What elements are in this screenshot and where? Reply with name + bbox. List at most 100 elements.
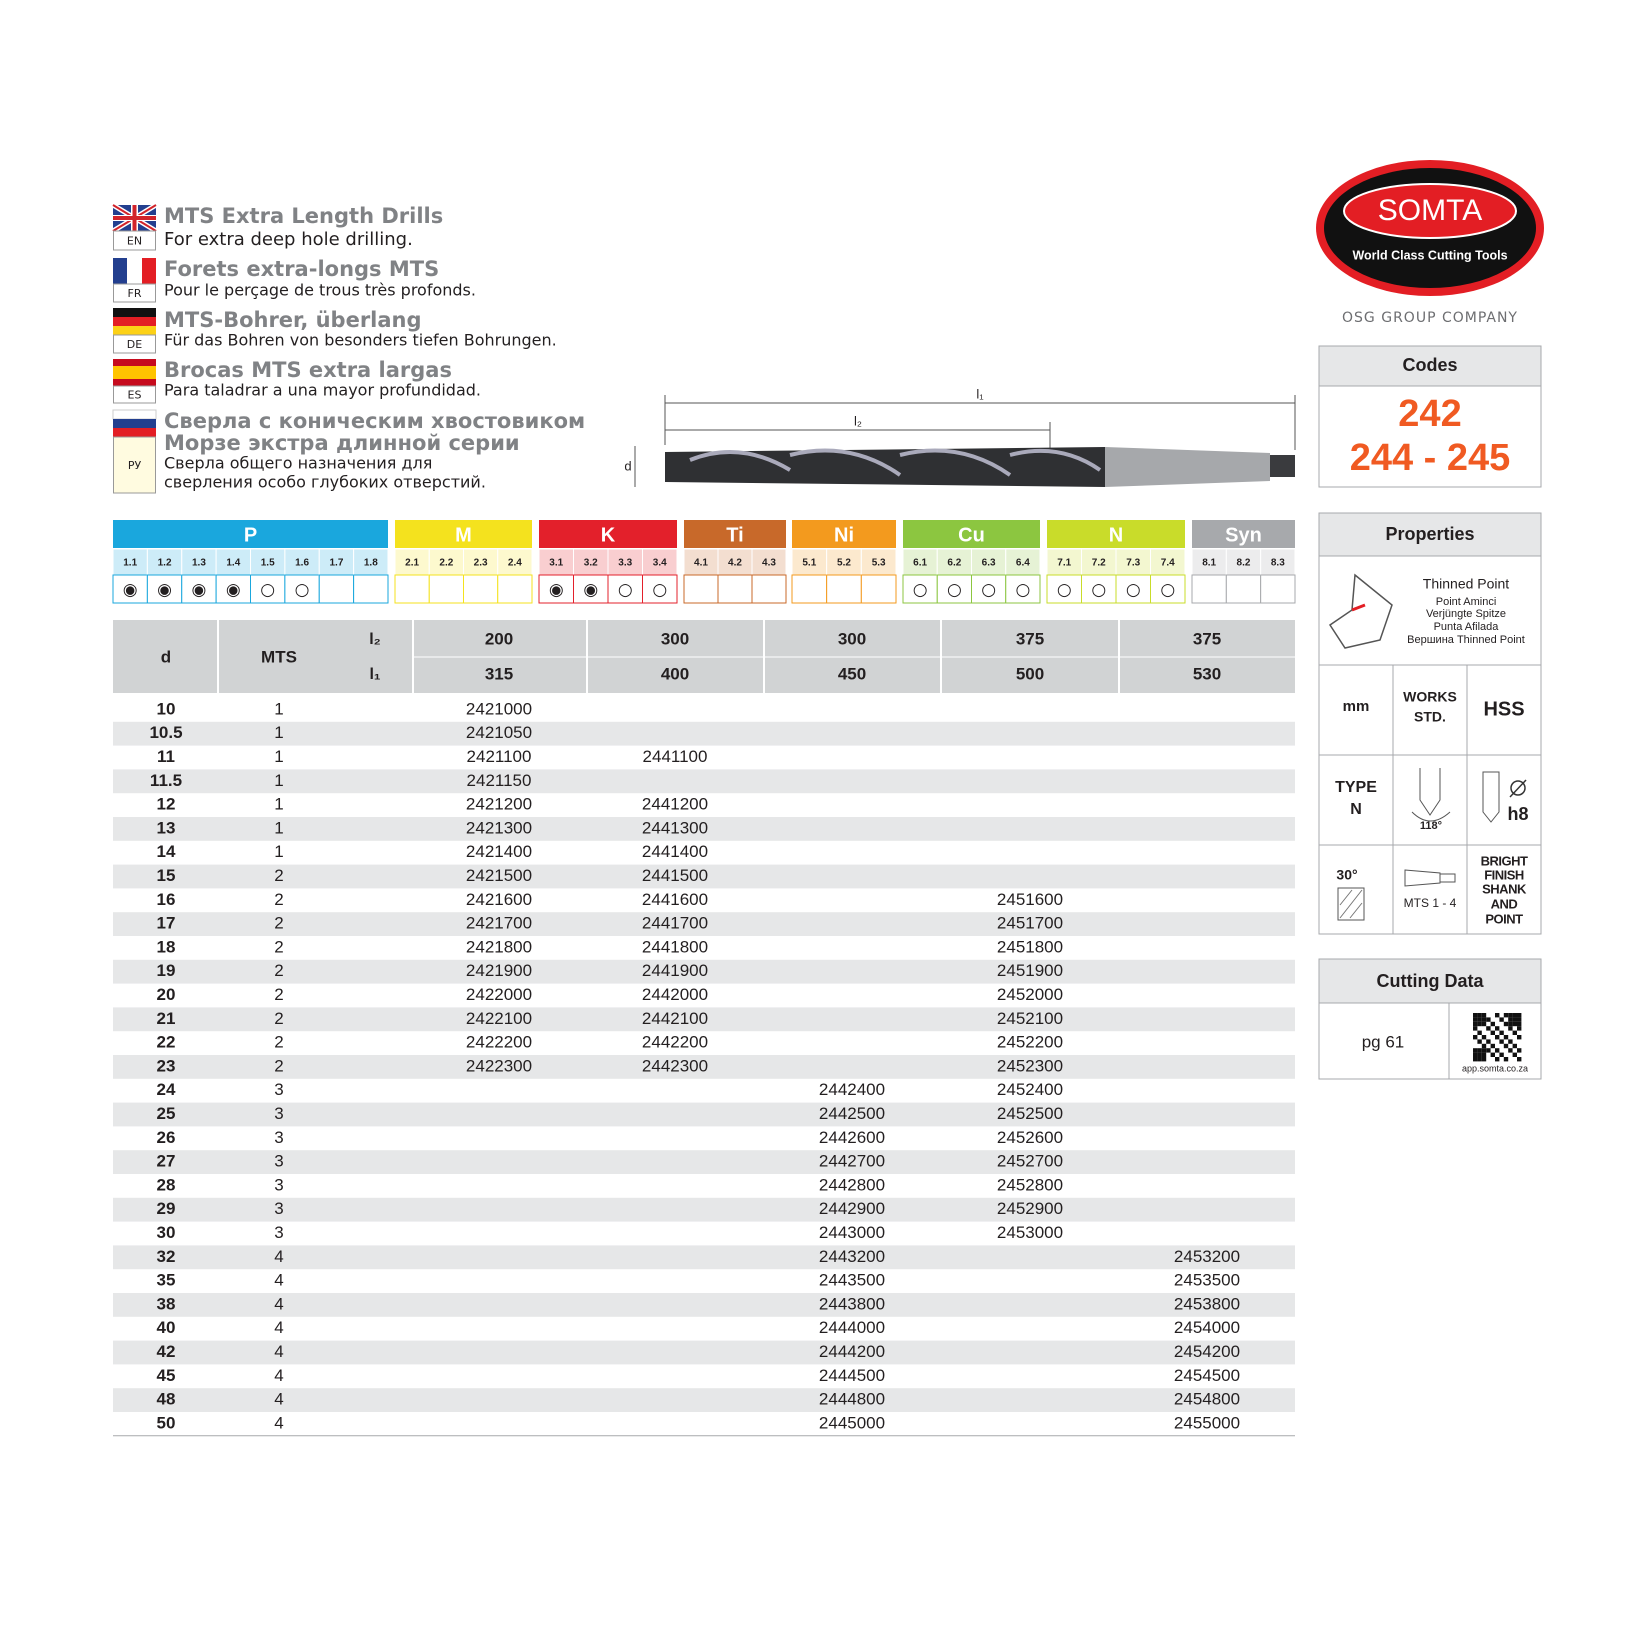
qr-cell bbox=[1490, 1021, 1495, 1027]
logo-group: OSG GROUP COMPANY bbox=[1342, 310, 1518, 326]
column-l1: 315 bbox=[485, 664, 513, 683]
material-group: N 7.1 ○ 7.2 ○ 7.3 ○ 7.4 ○ bbox=[1046, 520, 1186, 604]
property: TYPE bbox=[1335, 779, 1377, 796]
product-code: 2442800 bbox=[819, 1175, 885, 1194]
diameter: 11.5 bbox=[150, 771, 182, 790]
product-code: 2454500 bbox=[1174, 1366, 1240, 1385]
material-sub-label: 3.4 bbox=[653, 558, 667, 569]
material-header bbox=[1192, 520, 1295, 548]
language-code: DE bbox=[127, 338, 142, 351]
helix-icon bbox=[1339, 889, 1363, 919]
material-mark: ◉ bbox=[549, 580, 564, 600]
header-l2: l₂ bbox=[369, 631, 381, 648]
material-sub-label: 7.2 bbox=[1092, 558, 1106, 569]
qr-cell bbox=[1517, 1021, 1522, 1027]
qr-cell bbox=[1473, 1013, 1478, 1018]
flute bbox=[689, 448, 1102, 477]
material-header bbox=[539, 520, 677, 548]
material-mark-cell bbox=[642, 574, 678, 604]
mts-size: 3 bbox=[274, 1223, 283, 1242]
qr-cell bbox=[1481, 1048, 1487, 1053]
diameter: 30 bbox=[157, 1223, 176, 1242]
diameter: 10.5 bbox=[149, 723, 182, 742]
material-mark-cell bbox=[573, 574, 609, 604]
mts-size: 1 bbox=[274, 771, 283, 790]
material-group: Ni 5.1 5.2 5.3 bbox=[791, 520, 897, 604]
row-band bbox=[113, 1102, 1295, 1127]
flag bbox=[113, 308, 156, 317]
box-title: Cutting Data bbox=[1377, 971, 1485, 991]
material-name: Ni bbox=[834, 524, 854, 546]
dimension-label: l₁ bbox=[976, 386, 984, 401]
product-code: 2454000 bbox=[1174, 1318, 1240, 1337]
row-band bbox=[113, 1245, 1295, 1270]
mts-size: 2 bbox=[274, 1033, 283, 1052]
material-sub-label: 6.4 bbox=[1016, 558, 1030, 569]
qr-cell bbox=[1499, 1030, 1504, 1035]
product-table: d MTSl₂l₁20031530040030045037550037553010… bbox=[113, 620, 1295, 1437]
material-mark-cell bbox=[394, 574, 430, 604]
shank-icon bbox=[1404, 869, 1456, 887]
qr-cell bbox=[1473, 1057, 1478, 1062]
flag bbox=[113, 379, 156, 386]
material-mark: ○ bbox=[981, 580, 996, 600]
material-mark: ◉ bbox=[226, 580, 241, 600]
mts-size: 1 bbox=[274, 795, 283, 814]
property: 118° bbox=[1420, 820, 1442, 832]
row-band bbox=[113, 1293, 1295, 1317]
property: POINT bbox=[1485, 911, 1523, 926]
language-subtitle: For extra deep hole drilling. bbox=[164, 229, 413, 250]
qr-cell bbox=[1490, 1043, 1495, 1049]
material-mark-cell bbox=[318, 574, 355, 604]
row-band bbox=[113, 959, 1295, 984]
material-sub-label: 6.1 bbox=[913, 558, 927, 569]
flag bbox=[113, 258, 127, 284]
diameter: 32 bbox=[157, 1247, 176, 1266]
mts-size: 1 bbox=[274, 842, 283, 861]
column-l2: 200 bbox=[485, 629, 513, 648]
material-sub-label: 2.3 bbox=[474, 558, 488, 569]
mts-size: 3 bbox=[274, 1175, 283, 1194]
product-code: 2451700 bbox=[997, 914, 1063, 933]
material-name: M bbox=[455, 524, 472, 546]
logo-brand: SOMTA bbox=[1378, 194, 1482, 227]
qr-cell bbox=[1499, 1039, 1504, 1044]
product-code: 2441300 bbox=[642, 818, 708, 837]
language-subtitle: Сверла общего назначения для bbox=[164, 454, 432, 473]
material-mark-cell bbox=[428, 574, 464, 604]
diameter: 26 bbox=[157, 1128, 176, 1147]
qr-cell bbox=[1517, 1026, 1522, 1031]
material-sub-cell bbox=[428, 548, 464, 576]
qr-cell bbox=[1481, 1013, 1487, 1018]
diameter-icon bbox=[1509, 779, 1527, 798]
qr-cell bbox=[1481, 1017, 1487, 1022]
material-name: K bbox=[601, 524, 616, 546]
material-mark: ○ bbox=[1160, 580, 1175, 600]
row-band bbox=[113, 912, 1295, 936]
property: h8 bbox=[1507, 804, 1528, 824]
material-sub-label: 1.3 bbox=[192, 558, 206, 569]
material-mark-cell bbox=[146, 574, 183, 604]
product-code: 2452200 bbox=[997, 1033, 1063, 1052]
flag bbox=[112, 409, 157, 420]
product-code: 2422300 bbox=[466, 1056, 532, 1075]
qr-cell bbox=[1517, 1057, 1522, 1062]
diameter: 38 bbox=[157, 1294, 176, 1313]
qr-cell bbox=[1508, 1039, 1513, 1044]
column-l2: 300 bbox=[661, 629, 689, 648]
mts-size: 4 bbox=[274, 1271, 283, 1290]
dimension-label: l₂ bbox=[854, 413, 862, 428]
material-sub-cell bbox=[181, 548, 217, 576]
material-mark: ◉ bbox=[192, 580, 207, 600]
product-code: 2442700 bbox=[819, 1152, 885, 1171]
material-name: Syn bbox=[1225, 524, 1262, 546]
material-mark-cell bbox=[1005, 574, 1041, 604]
material-sub-cell bbox=[1225, 548, 1262, 576]
qr-cell bbox=[1477, 1052, 1482, 1057]
mts-size: 2 bbox=[274, 985, 283, 1004]
qr-cell bbox=[1512, 1021, 1517, 1027]
flag bbox=[113, 317, 156, 326]
mts-size: 1 bbox=[274, 818, 283, 837]
product-code: 2443800 bbox=[819, 1294, 885, 1313]
